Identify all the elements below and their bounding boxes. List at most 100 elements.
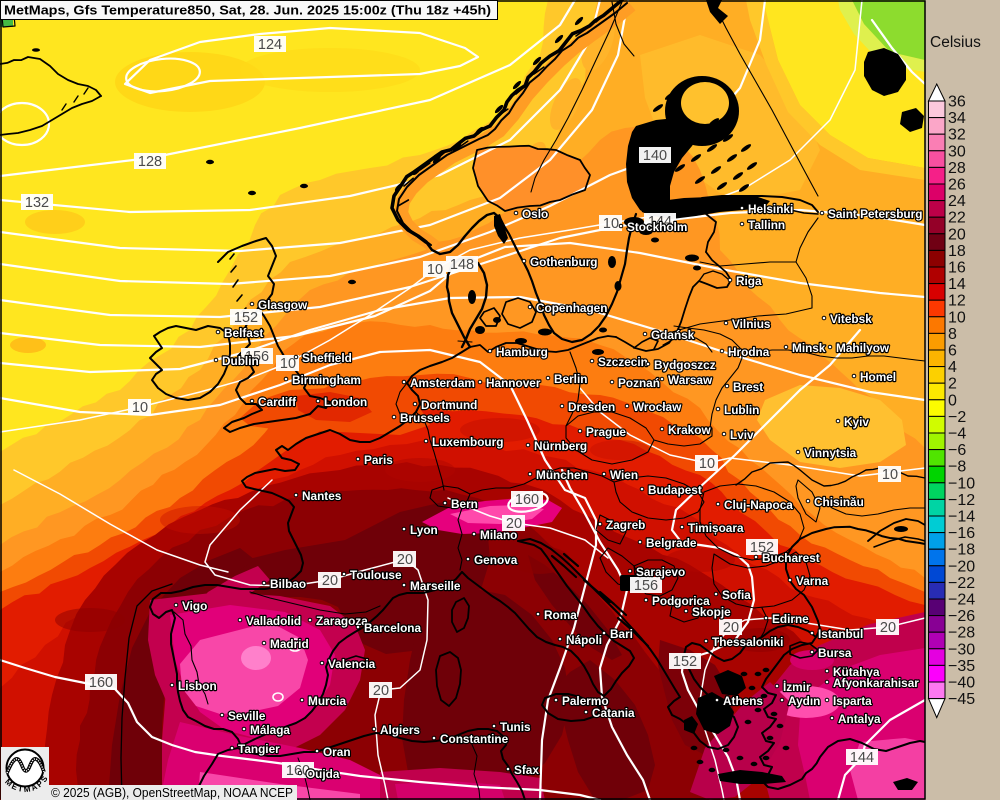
- svg-text:14: 14: [948, 276, 966, 293]
- svg-text:−18: −18: [948, 542, 975, 559]
- svg-text:Valladolid: Valladolid: [246, 614, 301, 628]
- svg-text:Oslo: Oslo: [522, 207, 548, 221]
- svg-text:30: 30: [948, 143, 966, 160]
- svg-text:160: 160: [515, 492, 539, 508]
- svg-text:Sarajevo: Sarajevo: [636, 565, 685, 579]
- svg-text:© 2025 (AGB), OpenStreetMap, N: © 2025 (AGB), OpenStreetMap, NOAA NCEP: [51, 786, 293, 800]
- svg-text:−10: −10: [948, 475, 975, 492]
- svg-text:−2: −2: [948, 409, 966, 426]
- svg-text:−28: −28: [948, 625, 975, 642]
- svg-text:34: 34: [948, 110, 966, 127]
- svg-text:Istanbul: Istanbul: [818, 627, 863, 641]
- svg-text:London: London: [324, 395, 367, 409]
- svg-text:Genova: Genova: [474, 553, 518, 567]
- svg-text:Sofia: Sofia: [722, 588, 751, 602]
- svg-text:Lisbon: Lisbon: [178, 679, 217, 693]
- svg-text:Sheffield: Sheffield: [302, 351, 352, 365]
- svg-text:−16: −16: [948, 525, 975, 542]
- svg-text:Mahilyow: Mahilyow: [836, 341, 890, 355]
- svg-text:10: 10: [603, 216, 619, 232]
- svg-text:Podgorica: Podgorica: [652, 594, 710, 608]
- svg-text:4: 4: [948, 359, 957, 376]
- svg-text:Krakow: Krakow: [668, 423, 711, 437]
- svg-text:Lyon: Lyon: [410, 523, 438, 537]
- svg-text:Brussels: Brussels: [400, 411, 450, 425]
- svg-text:−40: −40: [948, 675, 975, 692]
- svg-text:Birmingham: Birmingham: [292, 373, 361, 387]
- svg-text:Catania: Catania: [592, 706, 635, 720]
- svg-text:20: 20: [373, 683, 389, 699]
- svg-text:Valencia: Valencia: [328, 657, 376, 671]
- svg-text:128: 128: [138, 154, 162, 170]
- svg-text:Málaga: Málaga: [250, 723, 290, 737]
- svg-text:Paris: Paris: [364, 453, 393, 467]
- svg-text:Gdańsk: Gdańsk: [651, 328, 695, 342]
- svg-text:Celsius: Celsius: [930, 34, 981, 51]
- svg-text:Szczecin: Szczecin: [598, 355, 648, 369]
- svg-text:28: 28: [948, 160, 966, 177]
- svg-text:36: 36: [948, 94, 966, 111]
- svg-text:Belfast: Belfast: [224, 326, 263, 340]
- svg-text:Bari: Bari: [610, 627, 633, 641]
- svg-text:Wrocław: Wrocław: [633, 400, 682, 414]
- svg-text:Athens: Athens: [723, 694, 763, 708]
- svg-text:Belgrade: Belgrade: [646, 536, 697, 550]
- svg-text:−8: −8: [948, 459, 966, 476]
- svg-text:Skopje: Skopje: [692, 605, 731, 619]
- svg-text:148: 148: [450, 257, 474, 273]
- svg-text:12: 12: [948, 293, 966, 310]
- svg-text:Helsinki: Helsinki: [748, 202, 793, 216]
- svg-text:20: 20: [397, 552, 413, 568]
- svg-text:İzmir: İzmir: [783, 680, 811, 694]
- svg-text:Nantes: Nantes: [302, 489, 342, 503]
- svg-text:6: 6: [948, 343, 957, 360]
- svg-text:Zagreb: Zagreb: [606, 518, 645, 532]
- svg-text:Dublin: Dublin: [222, 354, 259, 368]
- svg-text:Homel: Homel: [860, 370, 896, 384]
- svg-text:18: 18: [948, 243, 966, 260]
- svg-text:Bursa: Bursa: [818, 646, 852, 660]
- svg-text:MetMaps, Gfs Temperature850, S: MetMaps, Gfs Temperature850, Sat, 28. Ju…: [4, 3, 491, 18]
- svg-text:156: 156: [245, 349, 269, 365]
- svg-text:144: 144: [648, 214, 672, 230]
- svg-text:−22: −22: [948, 575, 975, 592]
- svg-text:Dortmund: Dortmund: [421, 398, 477, 412]
- svg-text:Kyiv: Kyiv: [844, 415, 869, 429]
- svg-text:Oujda: Oujda: [306, 767, 340, 781]
- svg-text:Gothenburg: Gothenburg: [530, 255, 598, 269]
- svg-text:Nürnberg: Nürnberg: [534, 439, 587, 453]
- svg-text:32: 32: [948, 127, 966, 144]
- svg-text:Amsterdam: Amsterdam: [410, 376, 475, 390]
- svg-text:Warsaw: Warsaw: [668, 373, 713, 387]
- svg-text:−20: −20: [948, 558, 975, 575]
- svg-text:−14: −14: [948, 509, 975, 526]
- svg-text:Prague: Prague: [586, 425, 626, 439]
- svg-text:160: 160: [89, 675, 113, 691]
- svg-text:Vigo: Vigo: [182, 599, 207, 613]
- svg-text:Hrodna: Hrodna: [728, 345, 770, 359]
- svg-text:Wien: Wien: [610, 468, 638, 482]
- svg-text:Milano: Milano: [480, 528, 517, 542]
- svg-text:124: 124: [258, 37, 282, 53]
- svg-text:Cluj-Napoca: Cluj-Napoca: [724, 498, 793, 512]
- svg-text:Luxembourg: Luxembourg: [432, 435, 503, 449]
- svg-text:−26: −26: [948, 608, 975, 625]
- svg-text:Isparta: Isparta: [833, 694, 872, 708]
- svg-text:Hamburg: Hamburg: [496, 345, 548, 359]
- svg-text:22: 22: [948, 210, 966, 227]
- svg-text:8: 8: [948, 326, 957, 343]
- svg-text:Edirne: Edirne: [772, 612, 809, 626]
- svg-text:Riga: Riga: [736, 274, 762, 288]
- svg-text:152: 152: [750, 540, 774, 556]
- svg-text:Bilbao: Bilbao: [270, 577, 306, 591]
- svg-text:10: 10: [882, 467, 898, 483]
- svg-text:20: 20: [948, 226, 966, 243]
- svg-text:Saint Petersburg: Saint Petersburg: [828, 207, 922, 221]
- svg-text:−30: −30: [948, 641, 975, 658]
- svg-text:156: 156: [634, 578, 658, 594]
- svg-text:Brest: Brest: [733, 380, 763, 394]
- svg-text:Vilnius: Vilnius: [732, 317, 771, 331]
- svg-text:2: 2: [948, 376, 957, 393]
- svg-text:Bern: Bern: [451, 497, 478, 511]
- svg-text:Minsk: Minsk: [792, 341, 826, 355]
